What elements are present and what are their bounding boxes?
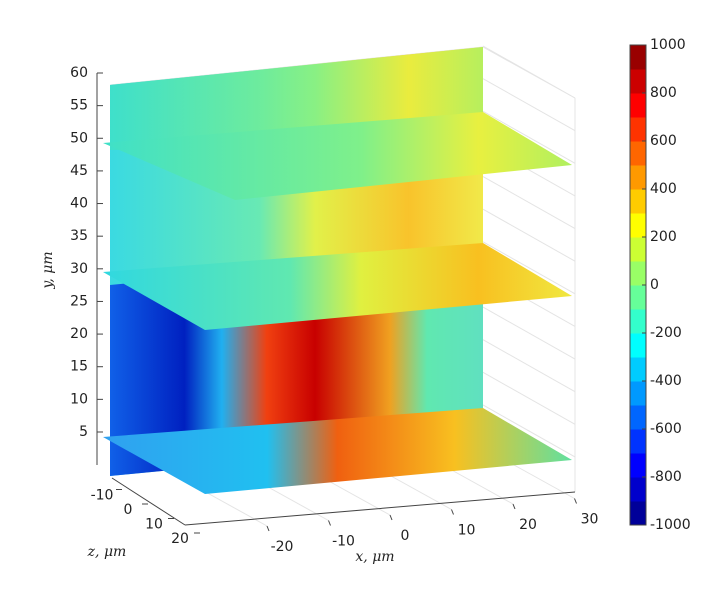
y-tick-label: 20 <box>70 326 88 342</box>
colorbar-band <box>630 189 646 214</box>
x-tick <box>451 509 454 515</box>
grid-line <box>482 371 576 425</box>
slice-top <box>103 112 572 200</box>
y-tick-label: 50 <box>70 130 88 146</box>
colorbar-band <box>630 357 646 382</box>
colorbar-band <box>630 285 646 310</box>
colorbar-band <box>630 381 646 406</box>
y-tick-label: 10 <box>70 391 88 407</box>
x-tick <box>512 503 516 510</box>
colorbar-band <box>630 45 646 70</box>
colorbar-band <box>630 261 646 286</box>
y-axis-label: y, μm <box>40 251 56 289</box>
z-tick-label: 10 <box>145 517 163 533</box>
grid-line <box>263 484 329 521</box>
grid-line <box>482 339 576 393</box>
colorbar-tick-label: 0 <box>650 277 659 293</box>
grid-line <box>482 176 576 229</box>
colorbar-band <box>630 165 646 190</box>
slice-floor <box>103 408 572 494</box>
grid-line <box>447 467 514 505</box>
colorbar-band <box>630 333 646 358</box>
colorbar-tick-label: 400 <box>650 181 677 197</box>
x-tick-label: -20 <box>271 539 294 555</box>
z-axis <box>111 477 186 526</box>
z-tick-label: -10 <box>91 488 114 504</box>
x-tick-label: 20 <box>519 517 537 533</box>
colorbar-tick-label: 800 <box>650 85 677 101</box>
colorbar-tick-label: -200 <box>650 325 682 341</box>
y-tick-label: 25 <box>70 293 88 309</box>
grid-line <box>482 78 576 132</box>
colorbar-band <box>630 141 646 166</box>
colorbar-band <box>630 93 646 118</box>
y-tick-label: 45 <box>70 163 88 179</box>
z-tick-label: 20 <box>171 531 189 547</box>
colorbar-band <box>630 117 646 142</box>
grid-line <box>482 306 576 360</box>
x-axis <box>184 491 576 526</box>
x-axis-label: x, μm <box>355 549 394 565</box>
grid-line <box>386 473 452 510</box>
y-tick-label: 35 <box>70 228 88 244</box>
grid-line <box>482 110 576 164</box>
colorbar-tick-label: 600 <box>650 133 677 149</box>
grid-line <box>482 404 576 458</box>
z-axis-label: z, μm <box>87 544 127 560</box>
grid-line <box>324 478 391 516</box>
grid-line <box>482 45 576 99</box>
colorbar-tick-label: 200 <box>650 229 677 245</box>
x-tick <box>574 498 577 504</box>
x-tick <box>328 520 331 526</box>
y-tick-label: 40 <box>70 196 88 212</box>
colorbar-tick-label: -1000 <box>650 517 691 533</box>
y-tick-label: 15 <box>70 359 88 375</box>
colorbar-tick-label: 1000 <box>650 37 686 53</box>
x-tick <box>389 514 393 521</box>
colorbar-band <box>630 501 646 526</box>
colorbar-band <box>630 213 646 238</box>
grid-line <box>482 208 576 262</box>
x-tick-label: -10 <box>332 534 355 550</box>
colorbar-tick-label: -600 <box>650 421 682 437</box>
colorbar-band <box>630 405 646 430</box>
colorbar-tick-label: -400 <box>650 373 682 389</box>
colorbar-band <box>630 477 646 502</box>
colorbar: -1000 -800 -600 -400 -200 0 200 400 600 800 1000 <box>629 37 691 533</box>
slice-middle <box>103 243 572 330</box>
colorbar-band <box>630 309 646 334</box>
grid-line <box>201 489 268 527</box>
x-tick-label: 10 <box>458 523 476 539</box>
colorbar-tick-label: -800 <box>650 469 682 485</box>
colorbar-band <box>630 69 646 94</box>
grid-line <box>482 241 576 295</box>
y-tick-label: 60 <box>70 65 88 81</box>
colorbar-band <box>630 237 646 262</box>
z-tick-label: 0 <box>124 502 133 518</box>
x-tick-label: 30 <box>581 512 599 528</box>
colorbar-band <box>630 429 646 454</box>
y-tick-label: 5 <box>79 424 88 440</box>
colorbar-band <box>630 453 646 478</box>
x-tick-label: 0 <box>401 528 410 544</box>
y-tick-label: 55 <box>70 98 88 114</box>
y-tick-label: 30 <box>70 261 88 277</box>
x-tick <box>266 525 270 532</box>
